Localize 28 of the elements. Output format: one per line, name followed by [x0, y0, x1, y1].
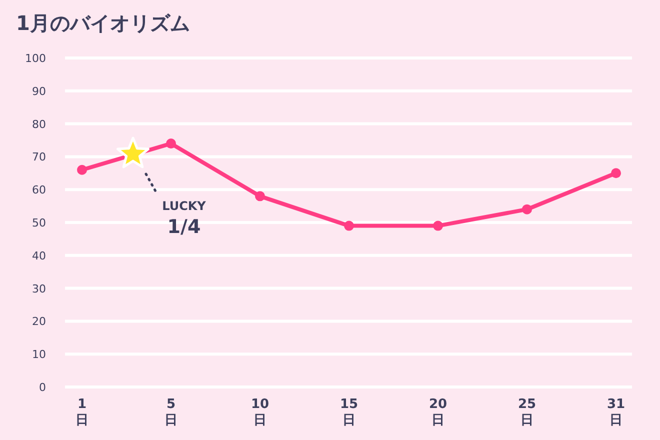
y-tick-label: 0: [39, 381, 46, 394]
y-tick-label: 60: [32, 184, 46, 197]
x-tick-label: 10 日: [250, 397, 270, 428]
x-tick-label: 15 日: [340, 397, 358, 428]
y-tick-label: 100: [25, 52, 46, 65]
y-tick-label: 80: [32, 118, 46, 131]
chart-title: 1月のバイオリズム: [16, 11, 190, 35]
y-tick-label: 40: [32, 249, 46, 262]
point: [611, 168, 621, 178]
x-tick-label: 31 日: [606, 397, 626, 428]
x-tick-label: 1 日: [76, 397, 88, 428]
y-tick-label: 70: [32, 150, 46, 164]
annotation: 1/4: [167, 216, 201, 238]
x-tick-label: 25 日: [518, 397, 536, 428]
point: [255, 191, 265, 202]
y-tick-label: 20: [32, 315, 46, 328]
y-tick-label: 50: [32, 216, 46, 230]
point: [522, 204, 532, 214]
annotation: LUCKY: [162, 199, 206, 213]
point: [344, 220, 354, 231]
y-tick-label: 10: [32, 348, 46, 362]
y-tick-label: 90: [32, 84, 46, 98]
y-tick-label: 30: [32, 282, 46, 296]
x-tick-label: 20 日: [428, 397, 448, 428]
point: [166, 138, 176, 149]
point: [433, 220, 443, 231]
x-tick-label: 5 日: [164, 397, 178, 428]
point: [77, 164, 87, 175]
